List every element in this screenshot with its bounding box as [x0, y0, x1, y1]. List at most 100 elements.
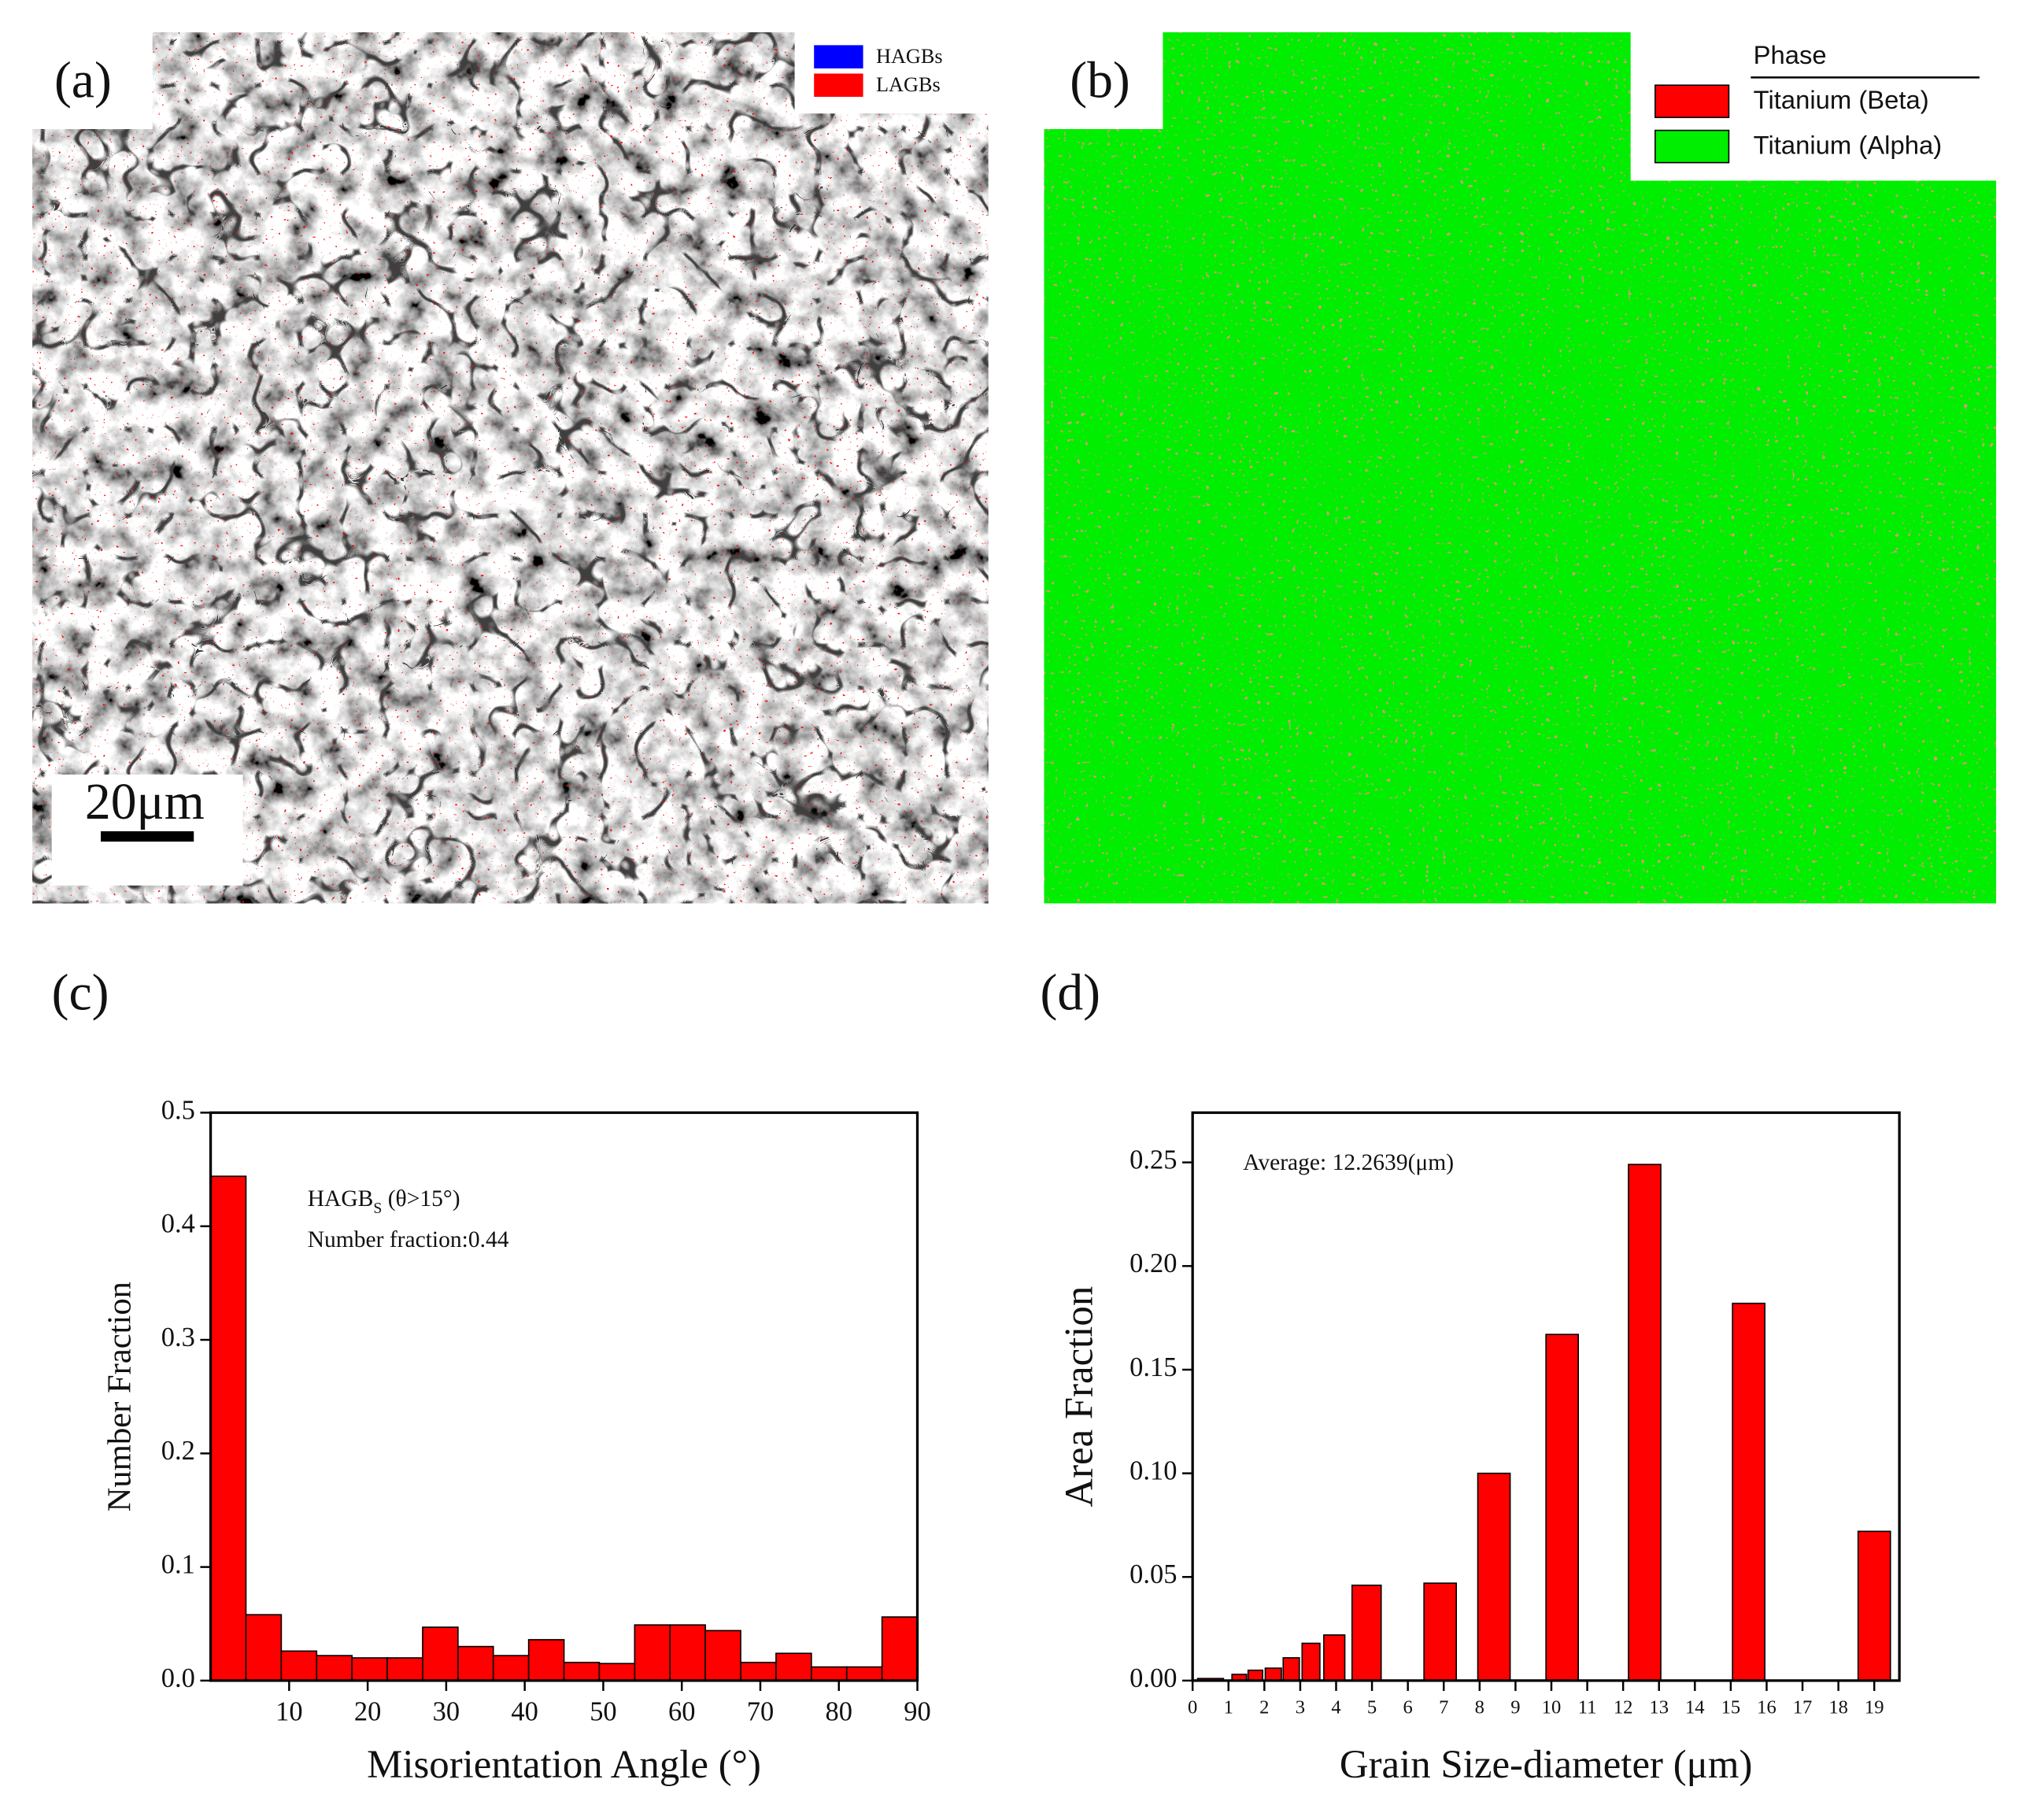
y-tick-label: 0.00 — [1129, 1663, 1177, 1693]
panel-label: (b) — [1070, 52, 1130, 109]
x-tick-label: 90 — [904, 1696, 930, 1726]
x-tick-label: 2 — [1259, 1697, 1269, 1718]
y-tick-label: 0.4 — [161, 1209, 195, 1239]
bar — [1732, 1302, 1766, 1681]
x-axis-label: Grain Size-diameter (μm) — [1340, 1743, 1753, 1787]
y-tick-label: 0.2 — [161, 1436, 195, 1466]
annotation: Number fraction:0.44 — [308, 1227, 509, 1252]
legend-swatch — [1654, 129, 1730, 164]
bar — [669, 1624, 706, 1681]
x-tick-label: 10 — [275, 1696, 302, 1726]
bar — [634, 1624, 671, 1681]
bar — [245, 1614, 283, 1681]
annotation-part: S — [373, 1199, 382, 1216]
x-tick-label: 80 — [826, 1696, 852, 1726]
y-tick-label: 0.3 — [161, 1322, 195, 1352]
bar — [492, 1655, 530, 1681]
bar — [1323, 1634, 1346, 1681]
bar — [811, 1666, 848, 1681]
bar — [1247, 1669, 1263, 1681]
x-tick-label: 70 — [747, 1696, 774, 1726]
bar — [598, 1663, 636, 1681]
bar — [775, 1652, 812, 1681]
legend-label: HAGBs — [876, 45, 943, 68]
y-tick-label: 0.05 — [1129, 1559, 1177, 1589]
beta-phase — [1044, 31, 1997, 904]
y-tick-label: 0.15 — [1129, 1352, 1177, 1382]
x-tick-label: 3 — [1296, 1697, 1305, 1718]
bar — [422, 1626, 459, 1681]
x-tick-label: 10 — [1542, 1697, 1562, 1718]
micrograph-a — [32, 31, 989, 904]
legend-label: Titanium (Beta) — [1754, 85, 1929, 114]
annotation: Average: 12.2639(μm) — [1243, 1150, 1454, 1175]
x-tick-label: 8 — [1475, 1697, 1484, 1718]
x-tick-label: 16 — [1757, 1697, 1776, 1718]
bar — [1477, 1472, 1511, 1681]
bar — [316, 1655, 353, 1681]
y-axis-label: Number Fraction — [102, 1282, 139, 1511]
x-tick-label: 17 — [1793, 1697, 1813, 1718]
x-tick-label: 5 — [1367, 1697, 1377, 1718]
bar — [209, 1175, 247, 1681]
bar — [845, 1666, 883, 1681]
plot-frame — [1191, 1111, 1901, 1682]
x-tick-label: 19 — [1865, 1697, 1884, 1718]
scale-bar-label: 20μm — [85, 774, 205, 830]
bar — [1857, 1530, 1891, 1681]
phase-map-b — [1044, 31, 1997, 904]
legend-title: Phase — [1754, 40, 1827, 69]
x-tick-label: 13 — [1649, 1697, 1669, 1718]
scale-bar-box — [51, 774, 243, 886]
bar — [280, 1650, 318, 1681]
x-tick-label: 60 — [668, 1696, 695, 1726]
x-tick-label: 11 — [1578, 1697, 1597, 1718]
y-tick-label: 0.5 — [161, 1095, 195, 1125]
x-tick-label: 50 — [590, 1696, 616, 1726]
y-tick-label: 0.0 — [161, 1663, 195, 1693]
plot-frame — [209, 1111, 919, 1682]
bar — [1423, 1582, 1458, 1681]
bar — [457, 1645, 494, 1681]
y-axis-label: Area Fraction — [1057, 1286, 1101, 1507]
y-tick-label: 0.1 — [161, 1550, 195, 1580]
x-tick-label: 12 — [1614, 1697, 1633, 1718]
bar — [351, 1657, 388, 1681]
legend-swatch — [814, 73, 863, 97]
bar — [1301, 1642, 1321, 1681]
x-tick-label: 30 — [433, 1696, 460, 1726]
annotation-part: HAGB — [308, 1186, 374, 1211]
x-tick-label: 7 — [1439, 1697, 1448, 1718]
x-axis-label: Misorientation Angle (°) — [367, 1743, 761, 1787]
lagb-speckles — [32, 31, 989, 904]
bar — [740, 1662, 777, 1681]
x-tick-label: 6 — [1403, 1697, 1413, 1718]
x-tick-label: 40 — [511, 1696, 538, 1726]
bar — [1545, 1334, 1579, 1681]
y-tick-label: 0.20 — [1129, 1248, 1177, 1278]
bar — [881, 1616, 919, 1681]
bar — [386, 1657, 423, 1681]
annotation: HAGBS (θ>15°) — [308, 1186, 460, 1217]
y-tick-label: 0.10 — [1129, 1456, 1177, 1486]
x-tick-label: 0 — [1188, 1697, 1197, 1718]
legend-swatch — [1654, 84, 1730, 119]
x-tick-label: 1 — [1224, 1697, 1233, 1718]
bar — [1264, 1667, 1282, 1681]
panel-label: (c) — [52, 965, 109, 1022]
bar — [527, 1639, 565, 1681]
bar — [563, 1662, 601, 1681]
bar — [704, 1629, 741, 1681]
x-tick-label: 18 — [1828, 1697, 1848, 1718]
x-tick-label: 9 — [1510, 1697, 1520, 1718]
legend-label: LAGBs — [876, 73, 941, 96]
x-tick-label: 20 — [354, 1696, 381, 1726]
x-tick-label: 14 — [1685, 1697, 1705, 1718]
annotation-part: (θ>15°) — [382, 1186, 460, 1211]
bar — [1282, 1657, 1300, 1681]
y-tick-label: 0.25 — [1129, 1145, 1177, 1175]
legend-swatch — [814, 45, 863, 68]
x-tick-label: 4 — [1331, 1697, 1340, 1718]
